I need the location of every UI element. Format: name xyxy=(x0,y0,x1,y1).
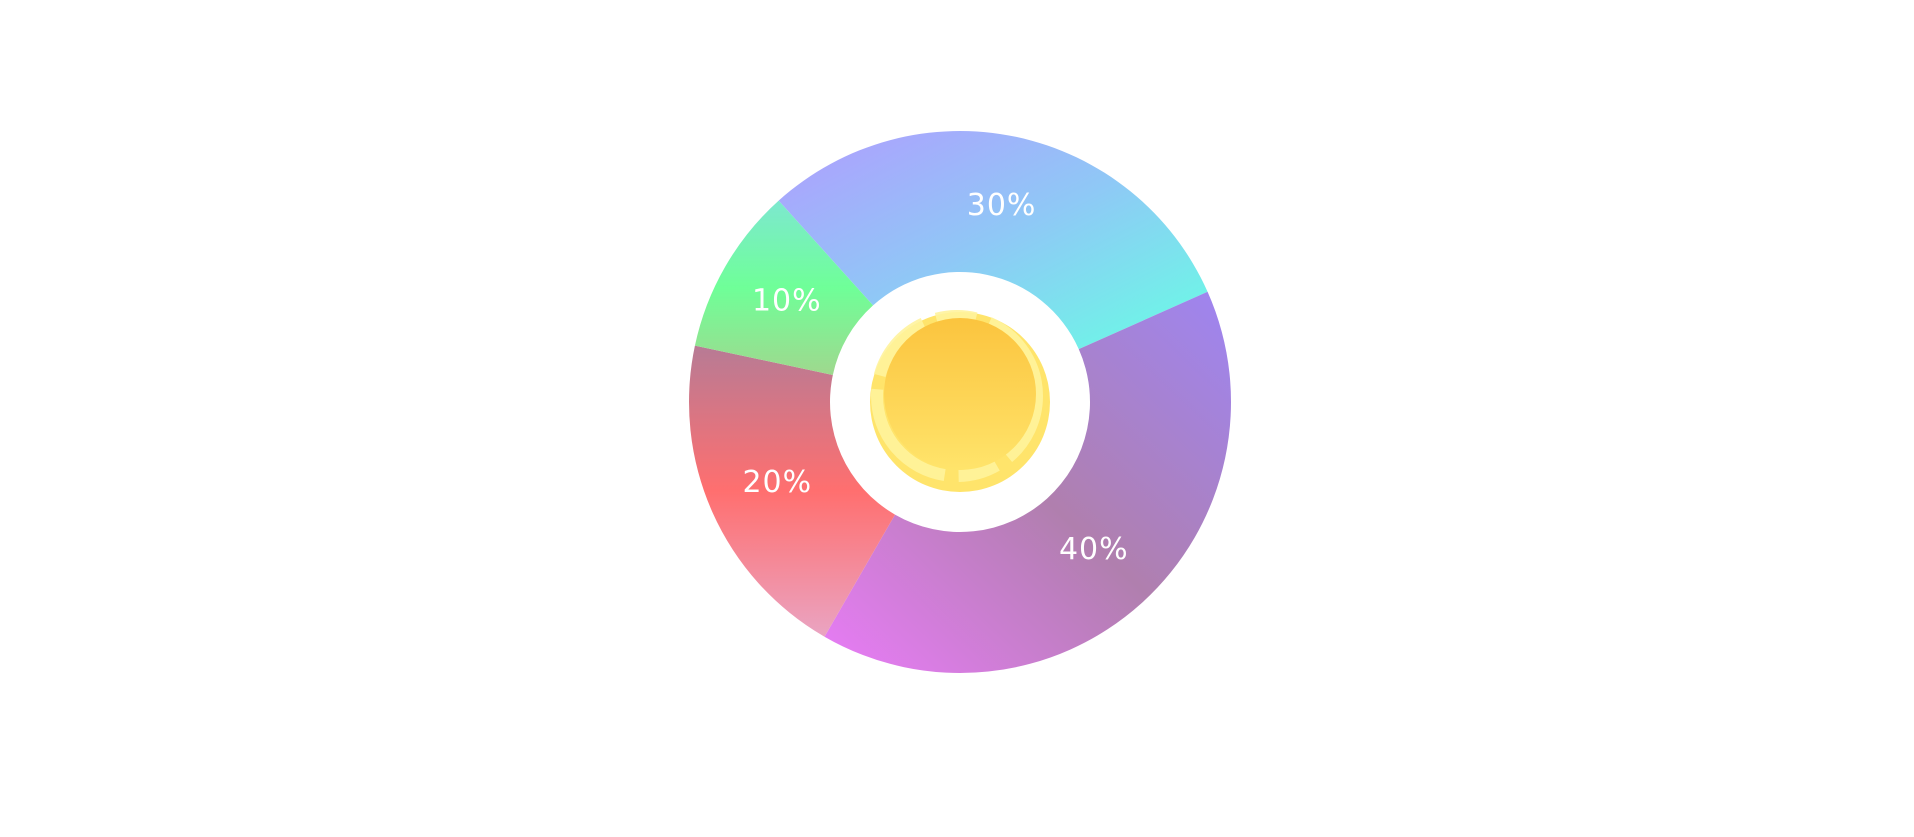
slice-40 xyxy=(824,291,1231,673)
slice-label-10: 10% xyxy=(752,284,822,319)
slice-20 xyxy=(689,345,895,637)
coin-icon xyxy=(870,310,1050,492)
slice-30 xyxy=(778,131,1208,350)
slice-label-30: 30% xyxy=(967,188,1037,223)
labels-layer: 30% 40% 20% 10% xyxy=(742,188,1129,567)
slice-label-20: 20% xyxy=(742,465,812,500)
slice-label-40: 40% xyxy=(1059,532,1129,567)
slice-10 xyxy=(694,200,874,375)
slices-layer xyxy=(689,131,1231,673)
